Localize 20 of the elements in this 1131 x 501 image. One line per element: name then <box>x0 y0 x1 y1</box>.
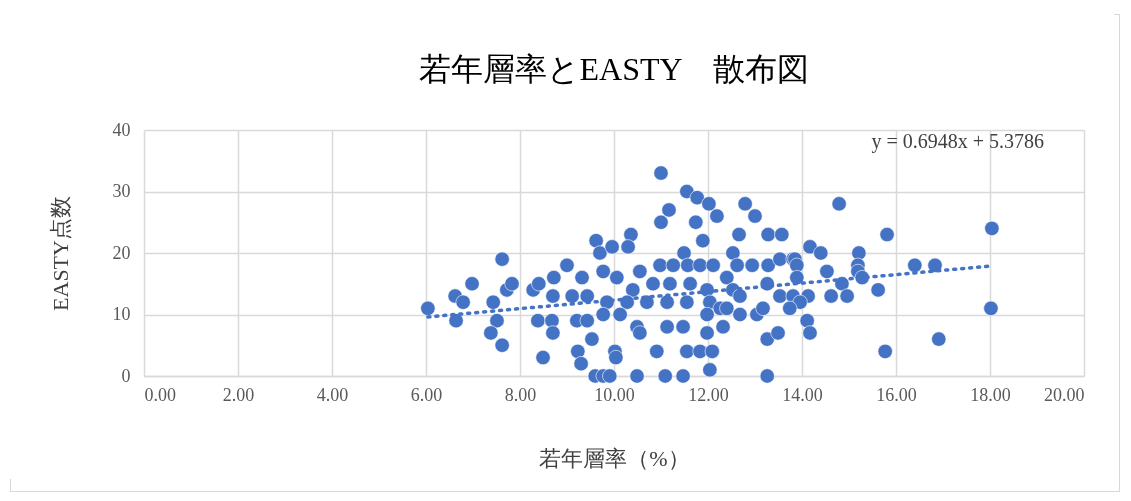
x-tick-label: 12.00 <box>688 384 729 405</box>
x-tick-label: 16.00 <box>876 384 917 405</box>
chart-title: 若年層率とEASTY 散布図 <box>418 51 810 87</box>
x-tick-label: 0.00 <box>144 384 176 405</box>
x-axis-title: 若年層率（%） <box>539 445 690 471</box>
y-tick-label: 40 <box>112 119 131 140</box>
y-tick-label: 30 <box>112 181 131 201</box>
x-tick-label: 14.00 <box>782 384 823 405</box>
x-tick-label: 2.00 <box>222 384 255 405</box>
x-tick-label: 6.00 <box>410 384 443 405</box>
x-tick-label: 18.00 <box>970 384 1011 405</box>
y-tick-label: 10 <box>112 304 131 324</box>
x-tick-label: 20.00 <box>1044 384 1085 405</box>
y-axis-title: EASTY点数 <box>47 196 73 311</box>
annotation: y = 0.6948x + 5.3786 <box>871 130 1044 153</box>
x-tick-label: 4.00 <box>316 384 349 405</box>
y-tick-label: 0 <box>121 365 131 386</box>
y-tick-label: 20 <box>112 242 131 263</box>
x-tick-label: 10.00 <box>594 384 635 405</box>
x-tick-label: 8.00 <box>504 384 537 405</box>
